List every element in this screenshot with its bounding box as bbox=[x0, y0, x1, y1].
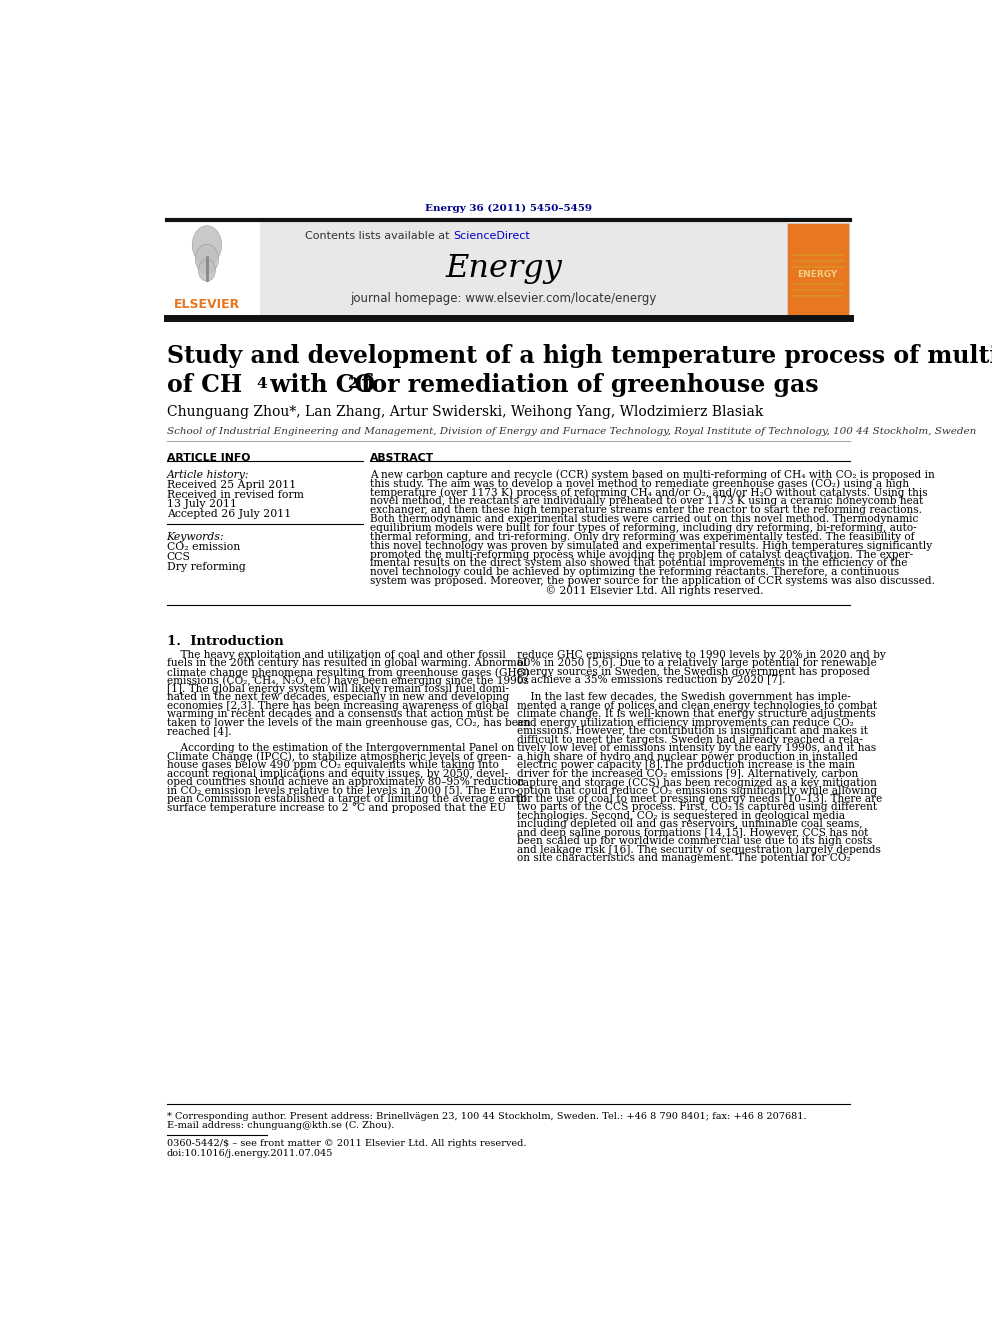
Text: Dry reforming: Dry reforming bbox=[167, 562, 245, 573]
Bar bbox=[788, 222, 848, 315]
Text: oped countries should achieve an approximately 80–95% reduction: oped countries should achieve an approxi… bbox=[167, 777, 524, 787]
Bar bbox=[167, 221, 850, 316]
Bar bbox=[787, 221, 850, 316]
Text: climate change. It is well-known that energy structure adjustments: climate change. It is well-known that en… bbox=[517, 709, 876, 720]
Text: Energy 36 (2011) 5450–5459: Energy 36 (2011) 5450–5459 bbox=[425, 204, 592, 213]
Text: been scaled up for worldwide commercial use due to its high costs: been scaled up for worldwide commercial … bbox=[517, 836, 872, 847]
Ellipse shape bbox=[192, 226, 221, 265]
Text: 0360-5442/$ – see front matter © 2011 Elsevier Ltd. All rights reserved.: 0360-5442/$ – see front matter © 2011 El… bbox=[167, 1139, 526, 1148]
Text: reached [4].: reached [4]. bbox=[167, 726, 231, 737]
Text: 1.  Introduction: 1. Introduction bbox=[167, 635, 284, 648]
Text: capture and storage (CCS) has been recognized as a key mitigation: capture and storage (CCS) has been recog… bbox=[517, 777, 877, 787]
Text: Received 25 April 2011: Received 25 April 2011 bbox=[167, 480, 296, 490]
Text: Chunguang Zhou*, Lan Zhang, Artur Swiderski, Weihong Yang, Wlodzimierz Blasiak: Chunguang Zhou*, Lan Zhang, Artur Swider… bbox=[167, 405, 763, 419]
Text: a high share of hydro and nuclear power production in installed: a high share of hydro and nuclear power … bbox=[517, 751, 858, 762]
Text: and leakage risk [16]. The security of sequestration largely depends: and leakage risk [16]. The security of s… bbox=[517, 845, 881, 855]
Text: According to the estimation of the Intergovernmental Panel on: According to the estimation of the Inter… bbox=[167, 744, 514, 753]
Text: account regional implications and equity issues, by 2050, devel-: account regional implications and equity… bbox=[167, 769, 508, 779]
Text: driver for the increased CO₂ emissions [9]. Alternatively, carbon: driver for the increased CO₂ emissions [… bbox=[517, 769, 858, 779]
Text: 60% in 2050 [5,6]. Due to a relatively large potential for renewable: 60% in 2050 [5,6]. Due to a relatively l… bbox=[517, 659, 877, 668]
Text: thermal reforming, and tri-reforming. Only dry reforming was experimentally test: thermal reforming, and tri-reforming. On… bbox=[370, 532, 915, 542]
Text: pean Commission established a target of limiting the average earth: pean Commission established a target of … bbox=[167, 794, 526, 804]
Text: Both thermodynamic and experimental studies were carried out on this novel metho: Both thermodynamic and experimental stud… bbox=[370, 515, 919, 524]
Text: and deep saline porous formations [14,15]. However, CCS has not: and deep saline porous formations [14,15… bbox=[517, 828, 868, 837]
Text: taken to lower the levels of the main greenhouse gas, CO₂, has been: taken to lower the levels of the main gr… bbox=[167, 718, 531, 728]
Text: emissions (CO₂, CH₄, N₂O, etc) have been emerging since the 1990s: emissions (CO₂, CH₄, N₂O, etc) have been… bbox=[167, 676, 529, 687]
Text: energy sources in Sweden, the Swedish government has proposed: energy sources in Sweden, the Swedish go… bbox=[517, 667, 870, 677]
Text: CCS: CCS bbox=[167, 552, 190, 562]
Text: including depleted oil and gas reservoirs, unminable coal seams,: including depleted oil and gas reservoir… bbox=[517, 819, 862, 830]
Text: this study. The aim was to develop a novel method to remediate greenhouse gases : this study. The aim was to develop a nov… bbox=[370, 479, 910, 490]
Text: difficult to meet the targets. Sweden had already reached a rela-: difficult to meet the targets. Sweden ha… bbox=[517, 734, 863, 745]
Text: Article history:: Article history: bbox=[167, 470, 249, 480]
Text: house gases below 490 ppm CO₂ equivalents while taking into: house gases below 490 ppm CO₂ equivalent… bbox=[167, 761, 499, 770]
Text: ARTICLE INFO: ARTICLE INFO bbox=[167, 452, 250, 463]
Text: ABSTRACT: ABSTRACT bbox=[370, 452, 434, 463]
Text: Climate Change (IPCC), to stabilize atmospheric levels of green-: Climate Change (IPCC), to stabilize atmo… bbox=[167, 751, 511, 762]
Text: reduce GHC emissions relative to 1990 levels by 20% in 2020 and by: reduce GHC emissions relative to 1990 le… bbox=[517, 650, 886, 660]
Text: in CO₂ emission levels relative to the levels in 2000 [5]. The Euro-: in CO₂ emission levels relative to the l… bbox=[167, 786, 518, 795]
Text: E-mail address: chunguang@kth.se (C. Zhou).: E-mail address: chunguang@kth.se (C. Zho… bbox=[167, 1122, 394, 1130]
Text: A new carbon capture and recycle (CCR) system based on multi-reforming of CH₄ wi: A new carbon capture and recycle (CCR) s… bbox=[370, 470, 935, 480]
Text: 2: 2 bbox=[348, 377, 358, 390]
Text: with CO: with CO bbox=[262, 373, 375, 397]
Text: temperature (over 1173 K) process of reforming CH₄ and/or O₂, and/or H₂O without: temperature (over 1173 K) process of ref… bbox=[370, 488, 929, 499]
Text: promoted the multi-reforming process while avoiding the problem of catalyst deac: promoted the multi-reforming process whi… bbox=[370, 549, 914, 560]
Text: imental results on the direct system also showed that potential improvements in : imental results on the direct system als… bbox=[370, 558, 908, 569]
Text: Keywords:: Keywords: bbox=[167, 532, 224, 542]
Text: The heavy exploitation and utilization of coal and other fossil: The heavy exploitation and utilization o… bbox=[167, 650, 506, 660]
Text: warming in recent decades and a consensus that action must be: warming in recent decades and a consensu… bbox=[167, 709, 509, 720]
Text: surface temperature increase to 2 °C and proposed that the EU: surface temperature increase to 2 °C and… bbox=[167, 803, 506, 814]
Text: for the use of coal to meet pressing energy needs [10–13]. There are: for the use of coal to meet pressing ene… bbox=[517, 794, 882, 804]
Text: for remediation of greenhouse gas: for remediation of greenhouse gas bbox=[353, 373, 819, 397]
Text: electric power capacity [8].The production increase is the main: electric power capacity [8].The producti… bbox=[517, 761, 855, 770]
Text: technologies. Second, CO₂ is sequestered in geological media: technologies. Second, CO₂ is sequestered… bbox=[517, 811, 845, 822]
Text: ELSEVIER: ELSEVIER bbox=[174, 298, 240, 311]
Text: journal homepage: www.elsevier.com/locate/energy: journal homepage: www.elsevier.com/locat… bbox=[350, 292, 657, 306]
Text: novel method, the reactants are individually preheated to over 1173 K using a ce: novel method, the reactants are individu… bbox=[370, 496, 924, 507]
Text: Energy: Energy bbox=[445, 254, 562, 284]
Text: climate change phenomena resulting from greenhouse gases (GHG): climate change phenomena resulting from … bbox=[167, 667, 529, 677]
Text: ENERGY: ENERGY bbox=[798, 270, 838, 279]
Text: Received in revised form: Received in revised form bbox=[167, 490, 304, 500]
Text: Accepted 26 July 2011: Accepted 26 July 2011 bbox=[167, 509, 291, 519]
Text: School of Industrial Engineering and Management, Division of Energy and Furnace : School of Industrial Engineering and Man… bbox=[167, 427, 976, 435]
Text: ScienceDirect: ScienceDirect bbox=[453, 230, 530, 241]
Text: 4: 4 bbox=[257, 377, 267, 390]
Text: and energy utilization efficiency improvements can reduce CO₂: and energy utilization efficiency improv… bbox=[517, 718, 854, 728]
Text: doi:10.1016/j.energy.2011.07.045: doi:10.1016/j.energy.2011.07.045 bbox=[167, 1148, 333, 1158]
Text: © 2011 Elsevier Ltd. All rights reserved.: © 2011 Elsevier Ltd. All rights reserved… bbox=[370, 585, 764, 595]
Text: mented a range of polices and clean energy technologies to combat: mented a range of polices and clean ener… bbox=[517, 701, 877, 710]
Text: economies [2,3]. There has been increasing awareness of global: economies [2,3]. There has been increasi… bbox=[167, 701, 508, 710]
Text: In the last few decades, the Swedish government has imple-: In the last few decades, the Swedish gov… bbox=[517, 692, 851, 703]
Text: of CH: of CH bbox=[167, 373, 242, 397]
Text: system was proposed. Moreover, the power source for the application of CCR syste: system was proposed. Moreover, the power… bbox=[370, 576, 935, 586]
Text: equilibrium models were built for four types of reforming, including dry reformi: equilibrium models were built for four t… bbox=[370, 523, 917, 533]
Text: Study and development of a high temperature process of multi-reformation: Study and development of a high temperat… bbox=[167, 344, 992, 368]
Text: * Corresponding author. Present address: Brinellvägen 23, 100 44 Stockholm, Swed: * Corresponding author. Present address:… bbox=[167, 1113, 806, 1121]
Text: to achieve a 35% emissions reduction by 2020 [7].: to achieve a 35% emissions reduction by … bbox=[517, 676, 786, 685]
Text: fuels in the 20th century has resulted in global warming. Abnormal: fuels in the 20th century has resulted i… bbox=[167, 659, 526, 668]
Text: this novel technology was proven by simulated and experimental results. High tem: this novel technology was proven by simu… bbox=[370, 541, 932, 550]
Text: [1]. The global energy system will likely remain fossil fuel domi-: [1]. The global energy system will likel… bbox=[167, 684, 509, 693]
Text: two parts of the CCS process. First, CO₂ is captured using different: two parts of the CCS process. First, CO₂… bbox=[517, 803, 877, 812]
Ellipse shape bbox=[198, 259, 215, 282]
Text: 13 July 2011: 13 July 2011 bbox=[167, 499, 237, 509]
Text: tively low level of emissions intensity by the early 1990s, and it has: tively low level of emissions intensity … bbox=[517, 744, 876, 753]
Text: CO₂ emission: CO₂ emission bbox=[167, 542, 240, 552]
Text: emissions. However, the contribution is insignificant and makes it: emissions. However, the contribution is … bbox=[517, 726, 868, 737]
Text: novel technology could be achieved by optimizing the reforming reactants. Theref: novel technology could be achieved by op… bbox=[370, 568, 900, 577]
Text: nated in the next few decades, especially in new and developing: nated in the next few decades, especiall… bbox=[167, 692, 509, 703]
Text: Contents lists available at: Contents lists available at bbox=[306, 230, 453, 241]
Bar bbox=[167, 221, 260, 316]
Text: option that could reduce CO₂ emissions significantly while allowing: option that could reduce CO₂ emissions s… bbox=[517, 786, 877, 795]
Ellipse shape bbox=[195, 245, 218, 274]
Text: on site characteristics and management. The potential for CO₂: on site characteristics and management. … bbox=[517, 853, 850, 864]
Text: exchanger, and then these high temperature streams enter the reactor to start th: exchanger, and then these high temperatu… bbox=[370, 505, 923, 515]
